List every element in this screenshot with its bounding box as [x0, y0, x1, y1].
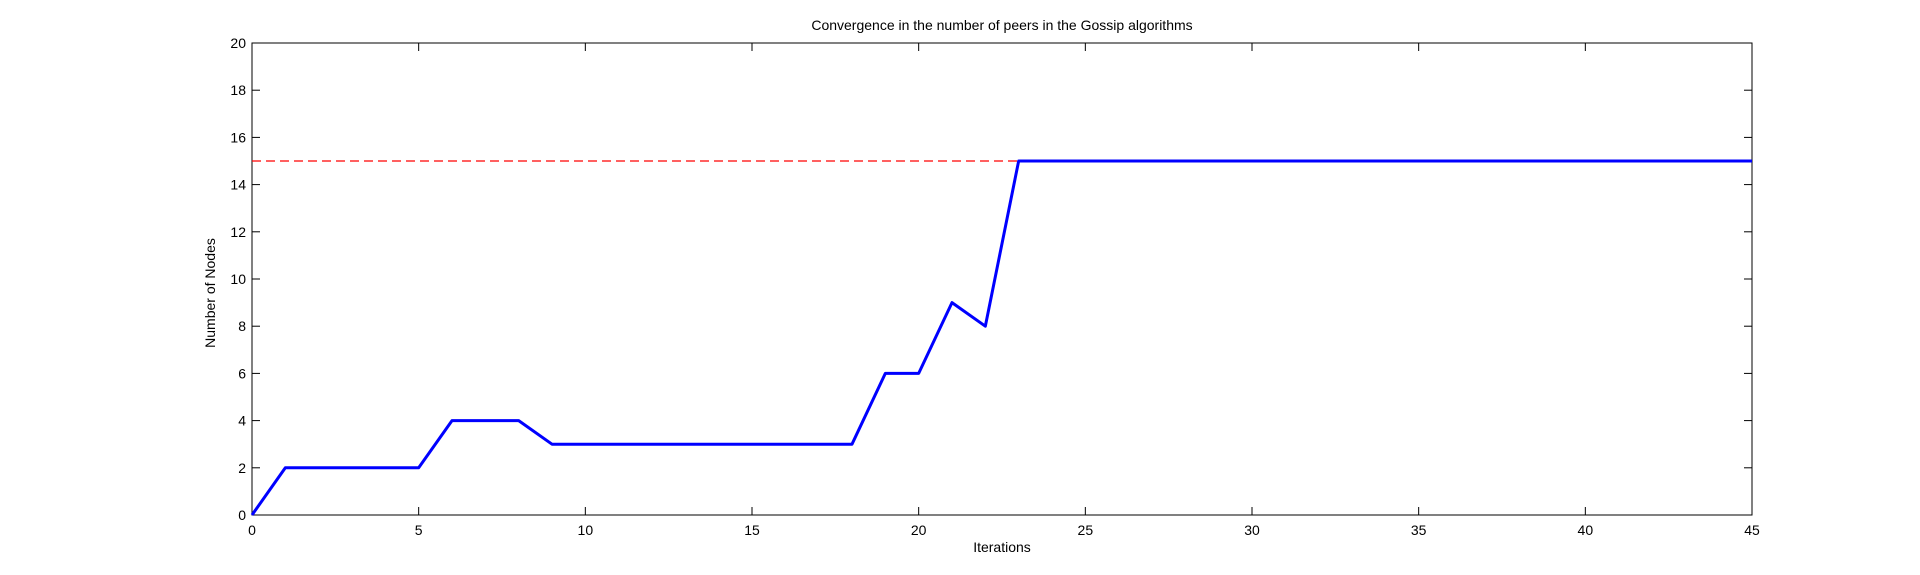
x-tick-label: 25 [1078, 522, 1094, 538]
y-tick-label: 0 [238, 507, 246, 523]
y-tick-label: 18 [230, 82, 246, 98]
x-tick-label: 10 [578, 522, 594, 538]
x-tick-label: 5 [415, 522, 423, 538]
chart-title: Convergence in the number of peers in th… [811, 17, 1192, 33]
y-tick-label: 8 [238, 318, 246, 334]
y-tick-label: 10 [230, 271, 246, 287]
y-axis-title: Number of Nodes [202, 238, 218, 348]
y-tick-label: 12 [230, 224, 246, 240]
data-series-line [250, 159, 1752, 516]
x-tick-label: 20 [911, 522, 927, 538]
plot-frame [251, 42, 1753, 516]
x-axis-title: Iterations [973, 539, 1031, 555]
y-tick-label: 16 [230, 129, 246, 145]
x-tick-label: 30 [1244, 522, 1260, 538]
x-tick-label: 0 [248, 522, 256, 538]
y-tick-label: 6 [238, 365, 246, 381]
y-tick-label: 14 [230, 177, 246, 193]
x-tick-label: 15 [744, 522, 760, 538]
y-tick-label: 2 [238, 460, 246, 476]
x-tick-label: 45 [1744, 522, 1760, 538]
y-tick-label: 4 [238, 413, 246, 429]
x-tick-label: 35 [1411, 522, 1427, 538]
y-tick-label: 20 [230, 35, 246, 51]
plot-area: 0 5 10 15 20 25 30 35 40 45 0 2 4 6 8 10 12 14 16 18 20 [230, 35, 1760, 538]
x-tick-label: 40 [1578, 522, 1594, 538]
